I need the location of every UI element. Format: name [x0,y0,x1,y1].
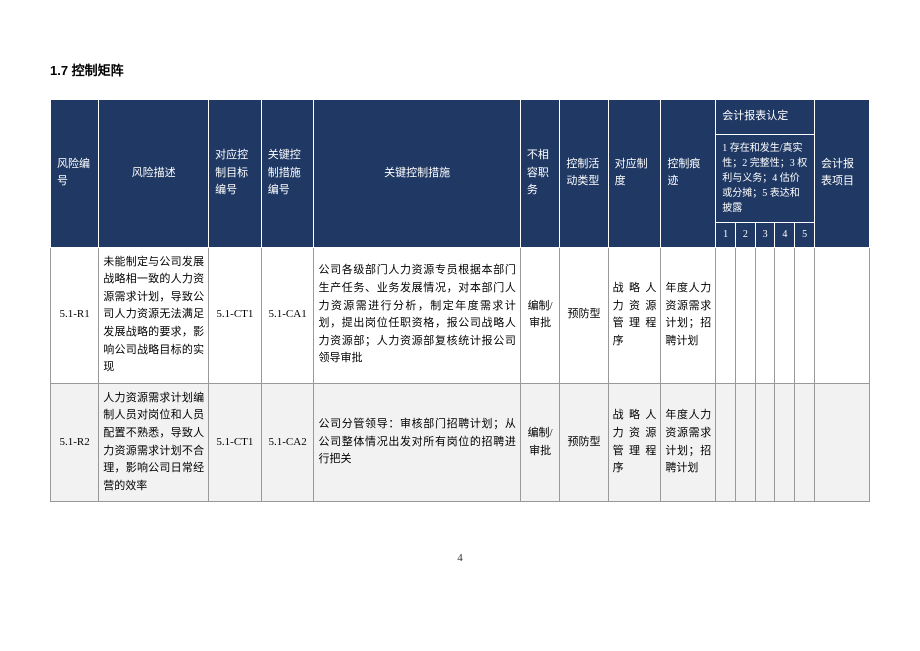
col-assert-1: 1 [716,222,736,247]
cell-ctrl-type: 预防型 [560,247,608,383]
table-body: 5.1-R1 未能制定与公司发展战略相一致的人力资源需求计划，导致公司人力资源无… [51,247,870,502]
col-apply-system: 对应制度 [608,100,661,248]
col-report-item: 会计报表项目 [815,100,870,248]
table-row: 5.1-R2 人力资源需求计划编制人员对岗位和人员配置不熟悉，导致人力资源需求计… [51,383,870,502]
col-ctrl-trace: 控制痕迹 [661,100,716,248]
cell-assert-1 [716,383,736,502]
col-risk-no: 风险编号 [51,100,99,248]
table-header: 风险编号 风险描述 对应控制目标编号 关键控制措施编号 关键控制措施 不相容职务… [51,100,870,248]
cell-incompat: 编制/审批 [520,383,560,502]
col-assert-5: 5 [795,222,815,247]
col-assert-4: 4 [775,222,795,247]
cell-key-ctrl-no: 5.1-CA2 [261,383,314,502]
col-ctrl-obj-no: 对应控制目标编号 [209,100,262,248]
cell-risk-desc: 未能制定与公司发展战略相一致的人力资源需求计划，导致公司人力资源无法满足发展战略… [99,247,209,383]
col-key-ctrl: 关键控制措施 [314,100,520,248]
page-number: 4 [50,552,870,564]
cell-assert-4 [775,383,795,502]
col-assert-group: 会计报表认定 [716,100,815,135]
col-assert-note: 1 存在和发生/真实性；2 完整性；3 权利与义务；4 估价或分摊；5 表达和披… [716,134,815,222]
cell-ctrl-trace: 年度人力资源需求计划；招聘计划 [661,247,716,383]
cell-assert-3 [755,383,775,502]
cell-ctrl-trace: 年度人力资源需求计划；招聘计划 [661,383,716,502]
cell-assert-4 [775,247,795,383]
cell-assert-2 [735,247,755,383]
cell-ctrl-obj-no: 5.1-CT1 [209,383,262,502]
cell-assert-5 [795,247,815,383]
cell-key-ctrl-no: 5.1-CA1 [261,247,314,383]
cell-assert-2 [735,383,755,502]
col-ctrl-type: 控制活动类型 [560,100,608,248]
col-risk-desc: 风险描述 [99,100,209,248]
cell-apply-system: 战略人力资源管理程序 [608,383,661,502]
table-row: 5.1-R1 未能制定与公司发展战略相一致的人力资源需求计划，导致公司人力资源无… [51,247,870,383]
cell-key-ctrl: 公司各级部门人力资源专员根据本部门生产任务、业务发展情况，对本部门人力资源需进行… [314,247,520,383]
cell-assert-1 [716,247,736,383]
col-key-ctrl-no: 关键控制措施编号 [261,100,314,248]
cell-ctrl-obj-no: 5.1-CT1 [209,247,262,383]
cell-risk-no: 5.1-R2 [51,383,99,502]
cell-report-item [815,247,870,383]
section-title: 1.7 控制矩阵 [50,60,870,79]
cell-apply-system: 战略人力资源管理程序 [608,247,661,383]
cell-assert-3 [755,247,775,383]
cell-incompat: 编制/审批 [520,247,560,383]
cell-risk-desc: 人力资源需求计划编制人员对岗位和人员配置不熟悉，导致人力资源需求计划不合理，影响… [99,383,209,502]
cell-report-item [815,383,870,502]
col-assert-3: 3 [755,222,775,247]
control-matrix-table: 风险编号 风险描述 对应控制目标编号 关键控制措施编号 关键控制措施 不相容职务… [50,99,870,502]
col-incompat: 不相容职务 [520,100,560,248]
col-assert-2: 2 [735,222,755,247]
cell-ctrl-type: 预防型 [560,383,608,502]
cell-key-ctrl: 公司分管领导：审核部门招聘计划；从公司整体情况出发对所有岗位的招聘进行把关 [314,383,520,502]
cell-assert-5 [795,383,815,502]
cell-risk-no: 5.1-R1 [51,247,99,383]
